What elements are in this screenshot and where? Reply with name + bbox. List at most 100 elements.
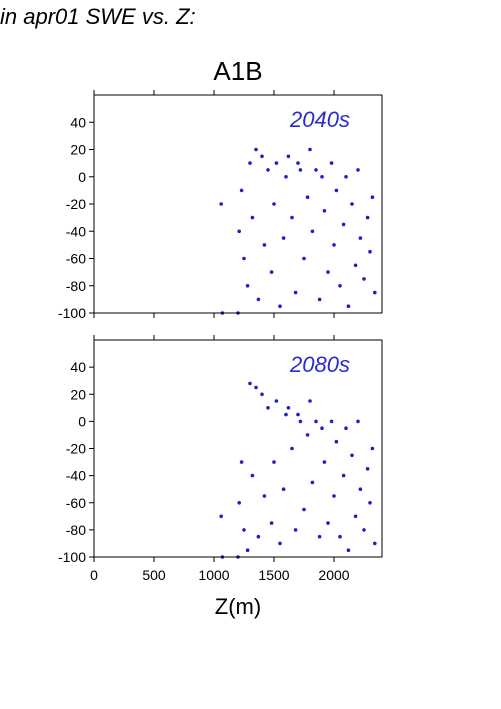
data-point <box>254 147 258 152</box>
data-point <box>350 453 354 458</box>
data-point <box>305 433 310 437</box>
y-tick-label: -40 <box>66 468 86 484</box>
data-point <box>341 473 346 478</box>
data-point <box>320 426 324 431</box>
y-tick-label: 40 <box>70 114 86 130</box>
data-point <box>298 419 303 424</box>
y-tick-label: 40 <box>70 359 86 375</box>
data-point <box>293 290 298 295</box>
data-point <box>334 188 339 193</box>
y-tick-label: -60 <box>66 495 86 511</box>
data-point <box>250 215 255 220</box>
data-point <box>290 215 294 220</box>
data-point <box>322 460 327 464</box>
data-point <box>269 521 274 525</box>
data-point <box>320 175 324 179</box>
data-point <box>286 154 291 159</box>
data-point <box>365 467 370 471</box>
data-point <box>346 548 351 552</box>
data-point <box>353 263 358 268</box>
data-point <box>356 168 360 172</box>
x-tick-label: 0 <box>90 567 98 583</box>
data-point <box>290 446 294 451</box>
data-point <box>353 514 358 519</box>
data-point <box>362 528 366 532</box>
data-point <box>242 256 246 261</box>
data-point <box>332 243 336 247</box>
data-point <box>256 534 261 539</box>
data-point <box>358 487 363 492</box>
data-point <box>260 392 264 397</box>
y-tick-label: -100 <box>58 305 86 321</box>
data-point <box>308 399 312 403</box>
y-tick-label: -20 <box>66 441 86 457</box>
figure-title: in apr01 SWE vs. Z: <box>0 4 196 29</box>
data-point <box>370 446 375 451</box>
data-point <box>334 439 339 444</box>
data-point <box>358 236 363 240</box>
data-point <box>281 236 286 240</box>
y-tick-label: -80 <box>66 522 86 538</box>
data-point <box>314 419 318 424</box>
y-tick-label: -80 <box>66 278 86 294</box>
data-point <box>344 426 348 431</box>
data-point <box>266 406 270 410</box>
panel-title: A1B <box>213 56 262 86</box>
data-point <box>245 548 250 552</box>
data-point <box>219 202 223 206</box>
data-point <box>293 528 298 532</box>
data-point <box>373 541 377 546</box>
y-tick-label: -40 <box>66 223 86 239</box>
x-tick-label: 500 <box>142 567 166 583</box>
data-point <box>274 399 279 403</box>
data-point <box>284 412 288 417</box>
data-point <box>278 304 282 309</box>
data-point <box>308 147 312 152</box>
data-point <box>314 168 318 172</box>
data-point <box>329 419 334 424</box>
data-point <box>262 243 267 247</box>
data-point <box>310 480 315 485</box>
data-point <box>302 507 306 512</box>
data-point <box>317 297 322 302</box>
data-point <box>350 202 354 206</box>
data-point <box>242 528 246 532</box>
data-point <box>338 284 342 288</box>
data-point <box>341 222 346 227</box>
data-point <box>346 304 351 309</box>
data-point <box>254 385 258 390</box>
y-tick-label: 20 <box>70 142 86 158</box>
data-point <box>344 175 348 179</box>
data-point <box>329 161 334 165</box>
data-point <box>284 175 288 179</box>
data-point <box>317 534 322 539</box>
data-point <box>338 534 342 539</box>
y-tick-label: 0 <box>78 413 86 429</box>
data-point <box>310 229 315 234</box>
data-point <box>296 161 300 165</box>
data-point <box>370 195 375 199</box>
data-point <box>298 168 303 172</box>
data-point <box>356 419 360 424</box>
data-point <box>248 161 252 165</box>
data-point <box>237 501 241 505</box>
data-point <box>245 284 250 288</box>
data-point <box>368 501 372 505</box>
y-tick-label: 0 <box>78 169 86 185</box>
data-point <box>272 460 276 464</box>
data-point <box>219 514 223 519</box>
data-point <box>305 195 310 199</box>
data-point <box>266 168 270 172</box>
data-point <box>250 473 255 478</box>
y-tick-label: -60 <box>66 251 86 267</box>
data-point <box>278 541 282 546</box>
data-point <box>322 209 327 213</box>
data-point <box>365 215 370 220</box>
data-point <box>248 381 252 386</box>
y-tick-label: -100 <box>58 549 86 565</box>
data-point <box>286 406 291 410</box>
data-point <box>269 270 274 274</box>
data-point <box>281 487 286 492</box>
y-tick-label: -20 <box>66 196 86 212</box>
